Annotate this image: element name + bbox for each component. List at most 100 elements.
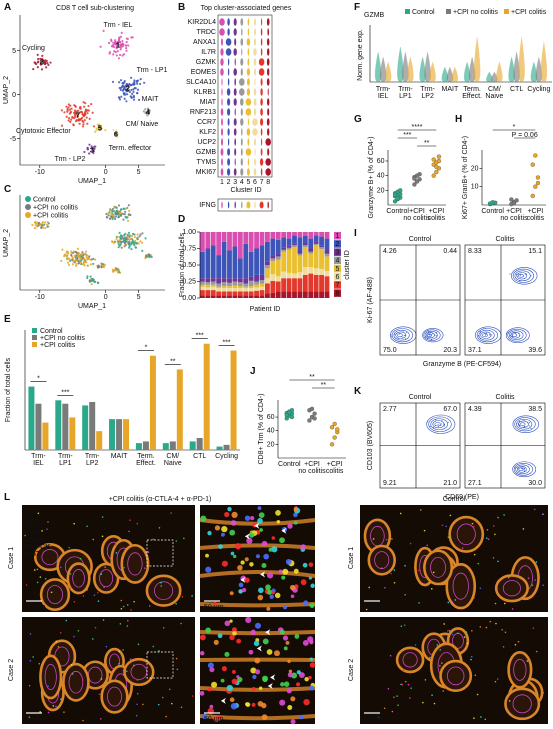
cell-dot — [84, 108, 87, 111]
violin — [233, 28, 237, 36]
violin — [253, 88, 257, 96]
crypt — [395, 646, 425, 674]
cell — [100, 717, 102, 720]
tick-label: 6 — [253, 179, 257, 186]
stack-segment — [210, 284, 216, 287]
cell — [221, 526, 228, 533]
cell-dot — [118, 98, 122, 101]
violin — [241, 48, 243, 56]
violin — [252, 128, 258, 136]
stack-segment — [254, 295, 259, 298]
cell — [287, 659, 291, 664]
violin — [240, 148, 243, 156]
contour — [423, 329, 441, 341]
cell-dot — [128, 242, 131, 245]
cell-dot — [112, 210, 116, 213]
violin — [240, 168, 244, 176]
cell — [296, 670, 301, 675]
violin — [240, 18, 244, 26]
panel-letter: I — [354, 228, 357, 239]
stack-segment — [324, 276, 330, 292]
cell — [39, 576, 42, 578]
stack-segment — [265, 232, 270, 242]
cell-dot — [89, 258, 92, 261]
cell — [160, 581, 162, 584]
cell-dot — [81, 125, 85, 128]
cell-dot — [67, 261, 70, 264]
event-dot — [436, 331, 438, 333]
cell — [41, 530, 43, 532]
cell-dot — [108, 209, 111, 212]
cell — [183, 537, 185, 540]
quadrant-value: 39.6 — [528, 347, 542, 354]
axis-label: UMAP_1 — [78, 303, 106, 310]
violin — [233, 88, 237, 96]
violin — [252, 118, 258, 126]
cell — [262, 638, 269, 645]
contour — [395, 331, 407, 339]
stack-segment — [319, 236, 324, 246]
stack-segment — [243, 288, 249, 292]
cell-dot — [119, 40, 122, 44]
cell — [287, 523, 293, 529]
cell — [257, 506, 262, 510]
bar — [223, 444, 230, 450]
contour — [513, 462, 533, 476]
cell — [158, 650, 160, 652]
stack-segment — [248, 276, 254, 281]
cell — [241, 587, 247, 593]
stack-segment — [313, 245, 319, 269]
cell — [118, 662, 120, 665]
cell-dot — [128, 234, 131, 237]
violin — [221, 38, 223, 46]
cell — [200, 515, 207, 522]
cell — [308, 576, 312, 580]
cell — [69, 573, 72, 575]
cell — [191, 595, 193, 597]
cell-dot — [109, 217, 112, 220]
category-label: LP2 — [86, 460, 99, 467]
event-dot — [518, 273, 520, 275]
event-dot — [427, 421, 429, 423]
significance: *** — [61, 389, 69, 396]
cell-dot — [66, 109, 69, 112]
cell-dot — [120, 31, 123, 34]
violin — [259, 201, 264, 209]
cell — [507, 576, 510, 579]
legend-label: +CPI colitis — [511, 9, 547, 16]
event-dot — [437, 423, 439, 425]
crypt — [66, 562, 91, 595]
stack-segment — [259, 280, 265, 284]
cell — [253, 640, 260, 647]
cell-dot — [86, 148, 90, 151]
cell-dot — [119, 35, 123, 38]
cell-dot — [86, 112, 89, 115]
cell — [457, 632, 459, 635]
section-title: +CPI colitis (α-CTLA-4 + α-PD-1) — [109, 496, 212, 503]
stack-segment — [237, 286, 243, 289]
crypt-inner — [402, 652, 418, 668]
cell — [447, 630, 449, 632]
cell — [300, 579, 307, 586]
cell — [280, 682, 285, 687]
stack-segment — [216, 291, 222, 296]
category-label: LP2 — [421, 93, 434, 100]
legend-label: 1 — [336, 233, 340, 240]
cell-dot — [135, 80, 139, 83]
cell-dot — [86, 122, 89, 125]
stack-segment — [221, 282, 227, 287]
category-label: Cycling — [527, 86, 550, 93]
contour — [505, 327, 530, 344]
cell — [94, 626, 97, 629]
cell-dot — [85, 256, 88, 259]
cell — [303, 698, 310, 706]
cell-dot — [86, 264, 89, 267]
group-label: no colitis — [298, 468, 326, 475]
significance: * — [37, 376, 40, 383]
cell — [57, 645, 60, 648]
cell-dot — [87, 104, 90, 108]
cell-dot — [67, 106, 70, 109]
stack-segment — [210, 281, 216, 285]
section-title: Control — [443, 496, 466, 503]
violin — [227, 68, 230, 76]
